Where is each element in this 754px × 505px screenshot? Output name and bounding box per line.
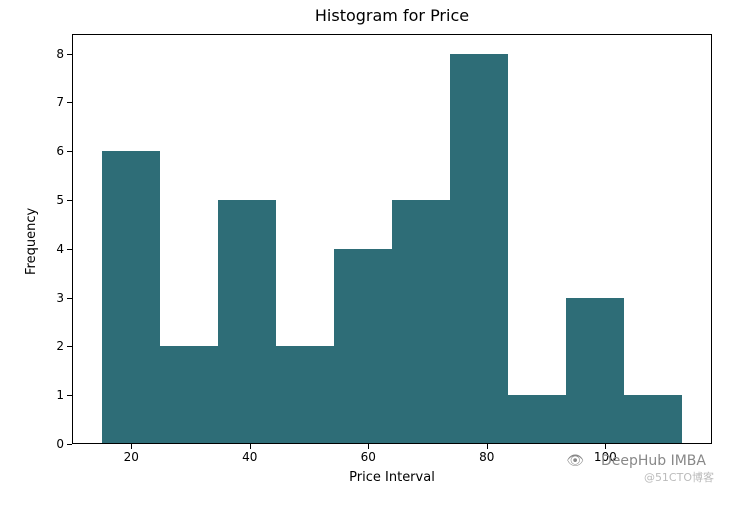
y-tick-mark — [67, 346, 72, 347]
y-tick-mark — [67, 54, 72, 55]
y-tick-mark — [67, 249, 72, 250]
figure: Histogram for Price Frequency Price Inte… — [0, 0, 754, 505]
x-axis-label: Price Interval — [72, 470, 712, 485]
y-tick-mark — [67, 102, 72, 103]
y-tick-label: 3 — [56, 291, 64, 305]
bar — [218, 200, 276, 444]
y-tick-label: 0 — [56, 437, 64, 451]
x-tick-label: 40 — [242, 450, 257, 464]
spine-bottom — [72, 443, 712, 444]
bar — [508, 395, 566, 444]
y-tick-mark — [67, 200, 72, 201]
x-tick-label: 100 — [594, 450, 617, 464]
y-axis-label: Frequency — [24, 208, 39, 275]
bar — [160, 346, 218, 444]
x-tick-label: 60 — [361, 450, 376, 464]
y-tick-label: 6 — [56, 144, 64, 158]
x-tick-mark — [250, 444, 251, 449]
x-tick-mark — [605, 444, 606, 449]
bar — [624, 395, 682, 444]
plot-area — [72, 34, 712, 444]
x-tick-label: 20 — [124, 450, 139, 464]
x-tick-mark — [487, 444, 488, 449]
chart-title: Histogram for Price — [72, 6, 712, 25]
y-tick-mark — [67, 151, 72, 152]
spine-right — [711, 34, 712, 444]
y-tick-mark — [67, 395, 72, 396]
x-tick-label: 80 — [479, 450, 494, 464]
bar — [392, 200, 450, 444]
y-tick-mark — [67, 444, 72, 445]
bar — [102, 151, 160, 444]
y-tick-label: 1 — [56, 388, 64, 402]
x-tick-mark — [131, 444, 132, 449]
y-tick-label: 7 — [56, 95, 64, 109]
y-tick-label: 8 — [56, 47, 64, 61]
bar — [566, 298, 624, 444]
bar — [450, 54, 508, 444]
y-tick-label: 2 — [56, 339, 64, 353]
y-tick-label: 4 — [56, 242, 64, 256]
spine-left — [72, 34, 73, 444]
spine-top — [72, 34, 712, 35]
x-tick-mark — [368, 444, 369, 449]
y-tick-mark — [67, 298, 72, 299]
bar — [334, 249, 392, 444]
watermark-icon: 👁 — [566, 453, 584, 469]
bar — [276, 346, 334, 444]
y-tick-label: 5 — [56, 193, 64, 207]
